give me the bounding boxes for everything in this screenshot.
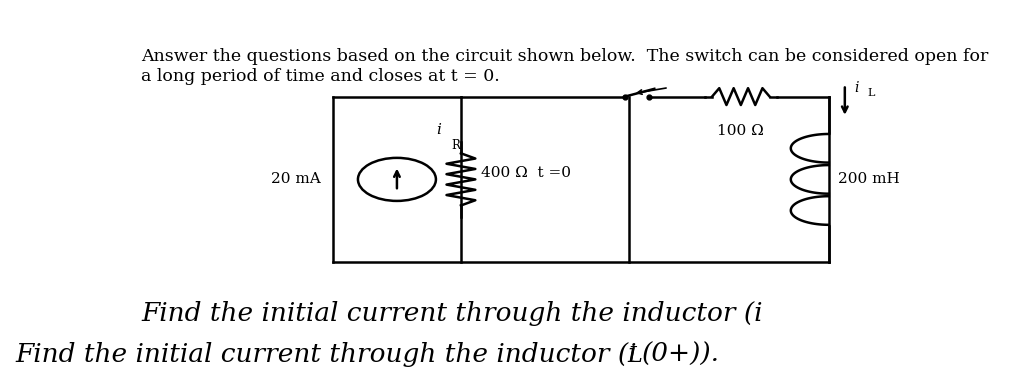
Text: i: i	[854, 81, 859, 95]
Ellipse shape	[358, 158, 436, 201]
Text: Find the initial current through the inductor (i: Find the initial current through the ind…	[141, 301, 763, 326]
Text: Find the initial current through the inductor (i: Find the initial current through the ind…	[15, 342, 637, 367]
Text: (0+)).: (0+)).	[642, 342, 720, 367]
Text: 100 Ω: 100 Ω	[717, 124, 765, 138]
Text: L: L	[867, 88, 874, 98]
Text: i: i	[437, 123, 441, 137]
Text: 400 Ω  t =0: 400 Ω t =0	[481, 166, 571, 180]
Text: a long period of time and closes at t = 0.: a long period of time and closes at t = …	[141, 68, 499, 85]
Text: Answer the questions based on the circuit shown below.  The switch can be consid: Answer the questions based on the circui…	[141, 48, 989, 65]
Text: L: L	[627, 345, 642, 367]
Text: R: R	[451, 139, 460, 152]
Text: 20 mA: 20 mA	[271, 172, 321, 187]
Text: 200 mH: 200 mH	[838, 172, 900, 187]
